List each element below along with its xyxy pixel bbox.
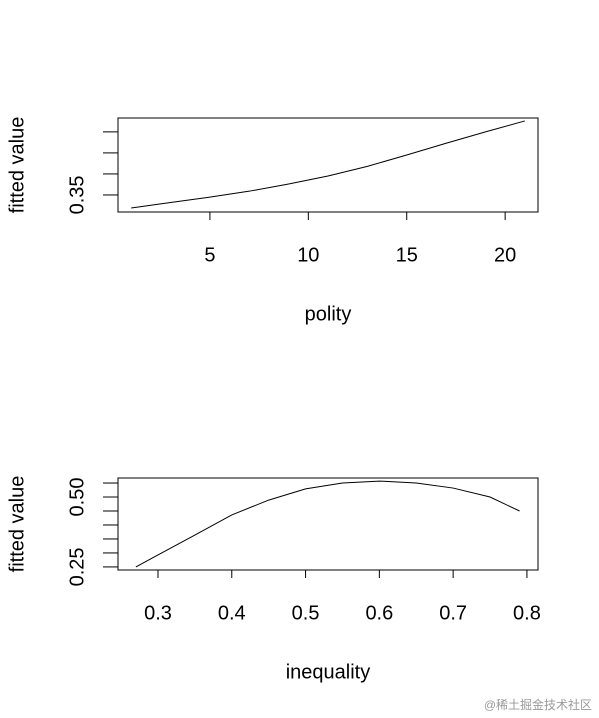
y-tick-label: 0.25 (66, 547, 88, 586)
fitted-line (131, 120, 525, 209)
fitted-line (135, 480, 520, 568)
x-tick-label: 0.8 (513, 602, 541, 624)
y-axis-label: fitted value (6, 117, 28, 214)
y-tick-label: 0.50 (66, 478, 88, 517)
plot-box (117, 117, 539, 213)
x-tick-label: 10 (297, 244, 319, 266)
x-tick-label: 20 (494, 244, 516, 266)
x-tick-label: 5 (204, 244, 215, 266)
x-tick-label: 15 (396, 244, 418, 266)
y-tick-label: 0.35 (66, 175, 88, 214)
x-axis-label: inequality (286, 661, 371, 683)
x-axis-label: polity (305, 303, 352, 325)
plot-box (117, 477, 539, 571)
x-tick-label: 0.5 (292, 602, 320, 624)
x-tick-label: 0.6 (365, 602, 393, 624)
watermark: @稀土掘金技术社区 (484, 697, 592, 712)
x-tick-label: 0.7 (439, 602, 467, 624)
x-tick-label: 0.3 (144, 602, 172, 624)
y-axis-label: fitted value (6, 476, 28, 573)
x-tick-label: 0.4 (218, 602, 246, 624)
